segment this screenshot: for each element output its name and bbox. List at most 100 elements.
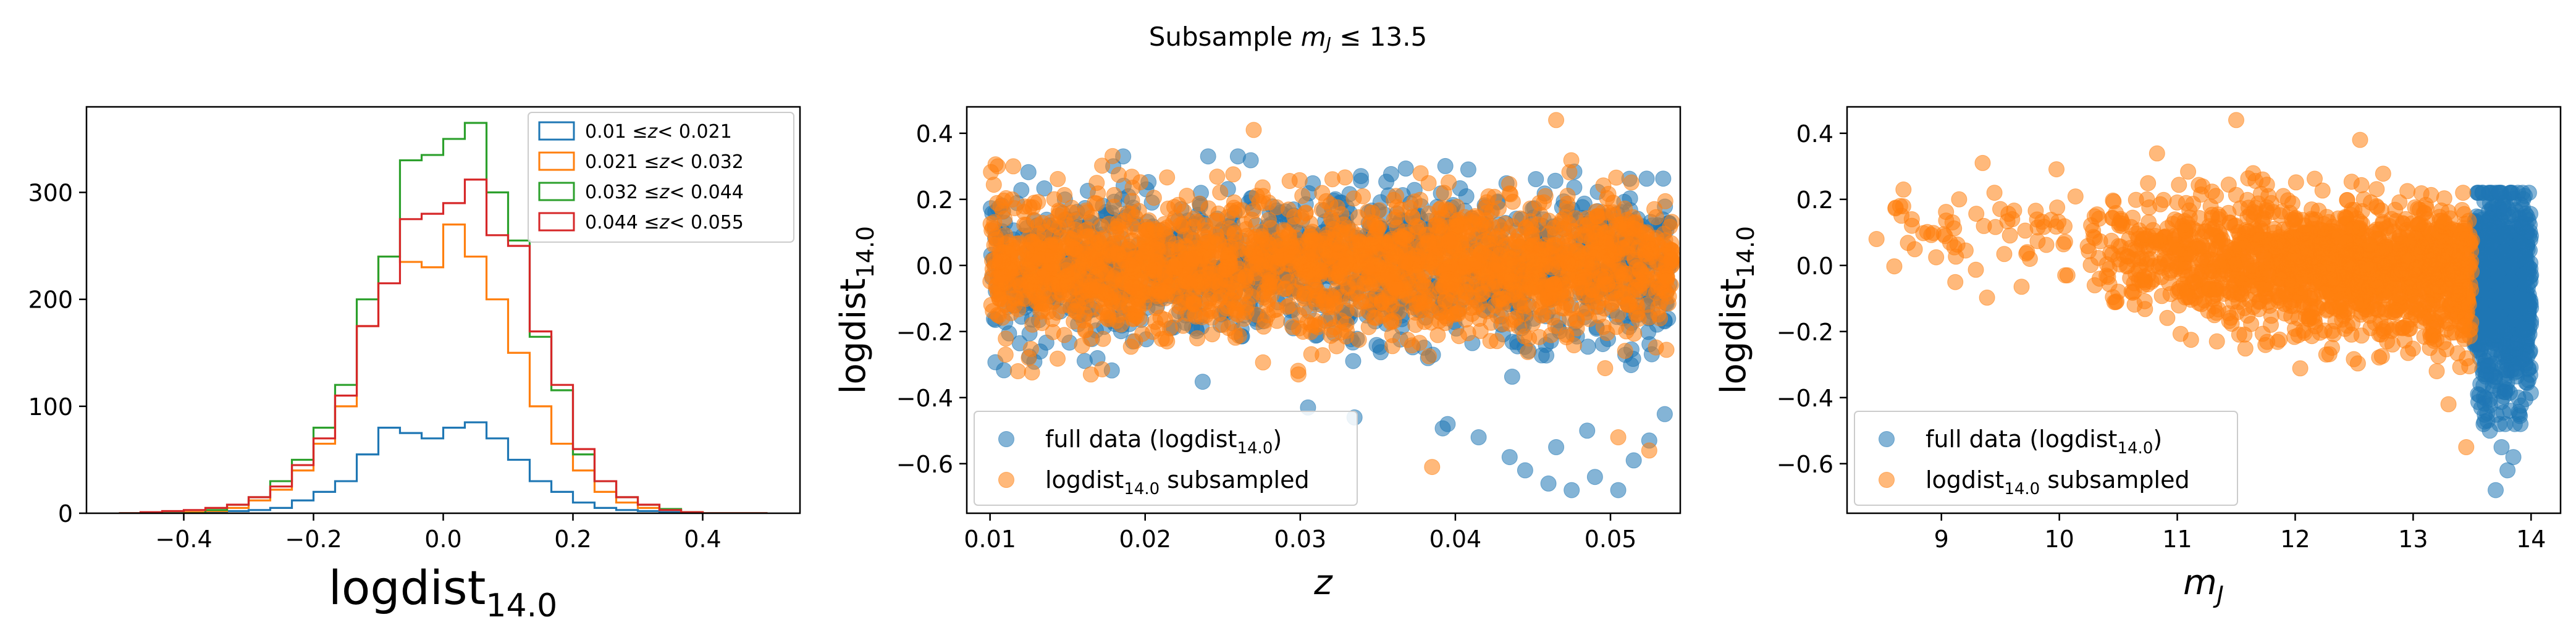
point-subsampled [1296, 285, 1313, 302]
point-subsampled [1353, 248, 1370, 264]
point-subsampled [1268, 247, 1284, 264]
point-full-data [1200, 148, 1216, 165]
point-subsampled [1179, 188, 1195, 204]
point-full-data [2515, 351, 2532, 367]
point-subsampled [1439, 273, 1455, 290]
point-full-data [1528, 171, 1544, 187]
point-subsampled [1420, 249, 1437, 266]
legend-label: 0.032 ≤z< 0.044 [585, 182, 744, 203]
point-full-data [1640, 324, 1657, 340]
point-subsampled [1484, 203, 1501, 219]
point-subsampled [1261, 211, 1277, 228]
point-subsampled [1245, 203, 1262, 219]
point-subsampled [2292, 360, 2309, 377]
point-subsampled [1636, 268, 1652, 285]
x-tick-label: 0.4 [684, 526, 721, 553]
point-subsampled [1391, 304, 1407, 320]
point-subsampled [1371, 202, 1387, 219]
point-full-data [1586, 469, 1603, 485]
point-subsampled [1059, 274, 1075, 290]
point-subsampled [1541, 225, 1557, 242]
point-subsampled [1337, 328, 1354, 345]
point-full-data [1020, 164, 1037, 180]
point-subsampled [1420, 175, 1437, 191]
point-subsampled [1004, 191, 1021, 208]
point-full-data [1517, 462, 1533, 479]
y-tick-label: 0.4 [916, 120, 953, 148]
point-subsampled [1610, 429, 1627, 445]
point-subsampled [1469, 209, 1486, 226]
point-subsampled [1352, 234, 1369, 251]
y-tick-label: 300 [28, 180, 73, 207]
point-subsampled [1339, 225, 1356, 241]
point-full-data [2469, 185, 2486, 201]
point-subsampled [1388, 188, 1404, 204]
point-full-data [2520, 372, 2536, 388]
point-subsampled [1359, 275, 1376, 292]
point-subsampled [1209, 169, 1226, 185]
point-full-data [2491, 309, 2508, 325]
point-subsampled [1523, 230, 1540, 247]
point-subsampled [1050, 203, 1067, 219]
point-subsampled [1501, 256, 1517, 272]
point-subsampled [1159, 286, 1176, 302]
histogram-xlabel: logdist14.0 [329, 560, 557, 624]
point-subsampled [1066, 313, 1082, 330]
point-subsampled [1130, 282, 1147, 299]
point-subsampled [1626, 250, 1643, 266]
y-tick-label: 100 [28, 393, 73, 421]
point-full-data [1229, 148, 1246, 165]
point-subsampled [1568, 320, 1585, 337]
point-subsampled [1145, 190, 1162, 206]
point-subsampled [1294, 188, 1311, 204]
point-subsampled [1024, 364, 1040, 380]
x-tick-label: 0.2 [554, 526, 591, 553]
point-subsampled [1420, 232, 1437, 249]
point-full-data [2510, 389, 2527, 406]
point-subsampled [986, 237, 1003, 254]
point-full-data [1610, 482, 1627, 498]
scatter-z-panel: 0.01 0.02 0.03 0.04 0.05 −0.6−0.4−0.20.00.20… [833, 106, 1682, 603]
point-subsampled [1360, 303, 1376, 320]
point-subsampled [1307, 232, 1323, 248]
point-subsampled [1328, 235, 1345, 252]
point-subsampled [1200, 243, 1217, 259]
point-subsampled [1323, 327, 1339, 344]
point-subsampled [1108, 225, 1125, 242]
point-subsampled [1077, 202, 1094, 219]
point-subsampled [1466, 251, 1483, 268]
point-subsampled [1360, 319, 1377, 335]
point-subsampled [1200, 200, 1217, 217]
point-subsampled [1340, 279, 1356, 296]
point-subsampled [1130, 298, 1147, 314]
point-subsampled [1626, 325, 1643, 342]
point-subsampled [1189, 330, 1206, 346]
point-subsampled [1147, 314, 1164, 330]
point-full-data [2481, 422, 2498, 439]
point-subsampled [1387, 280, 1404, 297]
point-subsampled [1531, 329, 1547, 345]
point-subsampled [1307, 313, 1323, 329]
point-subsampled [1168, 236, 1184, 253]
histogram-series-step [119, 223, 768, 513]
point-subsampled [1175, 317, 1192, 334]
point-subsampled [1229, 306, 1246, 323]
point-full-data [1548, 439, 1565, 455]
point-subsampled [1345, 190, 1362, 207]
point-full-data [1036, 180, 1053, 196]
point-subsampled [1171, 298, 1188, 315]
point-subsampled [1148, 223, 1164, 239]
point-subsampled [1427, 217, 1444, 234]
point-full-data [2496, 243, 2512, 259]
scatter-z-ylabel: logdist14.0 [833, 226, 879, 394]
point-subsampled [1502, 186, 1518, 203]
point-subsampled [2159, 309, 2176, 326]
point-subsampled [1397, 254, 1414, 271]
point-subsampled [1019, 243, 1035, 259]
point-subsampled [1562, 256, 1579, 272]
point-subsampled [2375, 166, 2391, 182]
point-subsampled [990, 158, 1006, 175]
point-subsampled [1311, 264, 1328, 280]
point-subsampled [1223, 280, 1240, 296]
